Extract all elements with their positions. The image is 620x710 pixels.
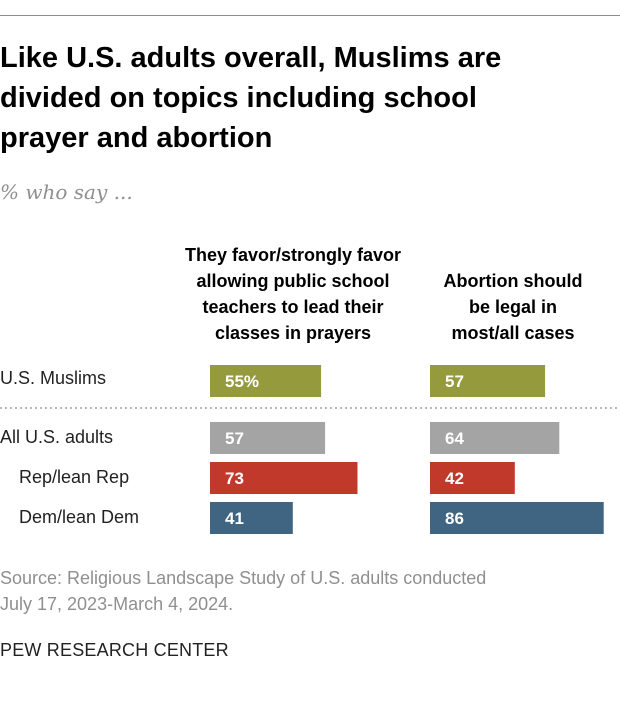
bar-series-2-rep-lean-rep	[430, 462, 515, 494]
chart-title: Like U.S. adults overall, Muslims are di…	[0, 38, 610, 158]
title-line-1: Like U.S. adults overall, Muslims are	[0, 42, 502, 74]
bar-series-1-u-s-muslims	[210, 365, 322, 397]
bar-series-1-all-u-s-adults	[210, 422, 326, 454]
bar-value-label-series-2-rep-lean-rep: 42	[445, 469, 464, 488]
bar-chart: 55% 57 73 41 57 64 42 86	[0, 365, 620, 534]
column-header-line: teachers to lead their	[202, 297, 384, 317]
column-header-line: classes in prayers	[214, 323, 372, 343]
column-header-school-prayer: They favor/strongly favor allowing publi…	[113, 242, 473, 346]
row-label-all-us-adults: All U.S. adults	[0, 427, 114, 447]
column-header-line: allowing public school	[196, 271, 390, 291]
bar-value-label-series-2-dem-lean-dem: 86	[445, 509, 464, 528]
column-header-abortion: Abortion should be legal in most/all cas…	[413, 268, 613, 346]
bar-series-1-dem-lean-dem	[210, 502, 293, 534]
row-label-rep-lean-rep: Rep/lean Rep	[19, 467, 130, 487]
row-label-dem-lean-dem: Dem/lean Dem	[19, 507, 140, 527]
source-note: Source: Religious Landscape Study of U.S…	[0, 565, 615, 617]
top-rule	[0, 15, 620, 16]
title-line-2: divided on topics including school	[0, 82, 477, 114]
organization-credit: PEW RESEARCH CENTER	[0, 640, 229, 660]
bar-series-2-dem-lean-dem	[430, 502, 604, 534]
column-header-line: most/all cases	[451, 323, 575, 343]
source-line-1: Source: Religious Landscape Study of U.S…	[0, 568, 487, 588]
bar-series-1-rep-lean-rep	[210, 462, 358, 494]
bar-series-2-all-u-s-adults	[430, 422, 560, 454]
column-header-line: Abortion should	[443, 271, 583, 291]
row-label-us-muslims: U.S. Muslims	[0, 368, 107, 388]
bar-series-2-u-s-muslims	[430, 365, 546, 397]
bar-value-label-series-1-dem-lean-dem: 41	[225, 509, 244, 528]
source-line-2: July 17, 2023-March 4, 2024.	[0, 594, 234, 614]
column-header-line: They favor/strongly favor	[184, 245, 402, 265]
title-line-3: prayer and abortion	[0, 122, 273, 154]
bar-value-label-series-2-u-s-muslims: 57	[445, 372, 464, 391]
bar-value-label-series-2-all-u-s-adults: 64	[445, 429, 464, 448]
chart-subtitle: % who say ...	[0, 180, 133, 204]
bar-value-label-series-1-u-s-muslims: 55%	[225, 372, 259, 391]
column-header-line: be legal in	[468, 297, 558, 317]
bar-value-label-series-1-all-u-s-adults: 57	[225, 429, 244, 448]
bar-value-label-series-1-rep-lean-rep: 73	[225, 469, 244, 488]
